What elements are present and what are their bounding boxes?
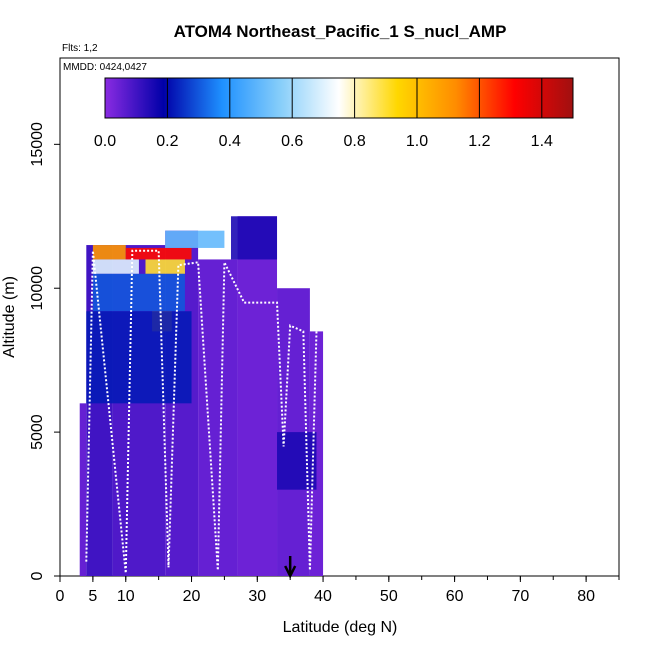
x-tick-label: 5	[88, 588, 97, 605]
heatmap-cells	[79, 216, 324, 577]
x-axis: 0 5 10 20 30 40 50 60 70 80	[56, 576, 620, 605]
colorbar-tick-label: 1.0	[406, 133, 428, 150]
heatmap-cell	[125, 247, 192, 260]
x-tick-label: 60	[446, 588, 464, 605]
x-axis-title: Latitude (deg N)	[283, 619, 398, 636]
y-tick-label: 0	[29, 571, 46, 580]
latitude-marker-arrow	[284, 556, 297, 579]
x-tick-label: 50	[380, 588, 398, 605]
x-tick-label: 70	[511, 588, 529, 605]
heatmap-cell	[230, 216, 278, 260]
y-tick-label: 10000	[29, 266, 46, 311]
heatmap-column	[198, 259, 238, 576]
x-tick-label: 10	[117, 588, 135, 605]
heatmap-cell	[92, 245, 126, 260]
heatmap-cell	[92, 273, 185, 312]
x-tick-label: 40	[314, 588, 332, 605]
x-tick-label: 0	[56, 588, 65, 605]
flights-annotation: Flts: 1,2	[62, 43, 98, 54]
date-annotation: MMDD: 0424,0427	[63, 62, 147, 73]
x-tick-label: 80	[577, 588, 595, 605]
heatmap-cell	[86, 311, 192, 404]
colorbar-tick-label: 0.4	[219, 133, 241, 150]
y-axis: 0 5000 10000 15000	[29, 122, 60, 580]
colorbar-gradient	[104, 77, 574, 119]
heatmap-column	[237, 216, 278, 576]
y-axis-title: Altitude (m)	[1, 276, 18, 358]
heatmap-cell	[165, 230, 225, 248]
flight-track	[85, 249, 318, 574]
colorbar-tick-label: 1.4	[531, 133, 553, 150]
x-tick-label: 20	[183, 588, 201, 605]
colorbar-tick-label: 1.2	[468, 133, 490, 150]
heatmap-cell	[277, 432, 317, 490]
colorbar: 0.0 0.2 0.4 0.6 0.8 1.0 1.2 1.4	[94, 77, 574, 150]
colorbar-tick-label: 0.0	[94, 133, 116, 150]
heatmap-cell	[145, 259, 185, 274]
y-tick-label: 15000	[29, 122, 46, 167]
colorbar-tick-label: 0.2	[156, 133, 178, 150]
colorbar-tick-label: 0.8	[343, 133, 365, 150]
heatmap-column	[79, 403, 87, 576]
flight-track-line	[85, 249, 318, 574]
colorbar-tick-label: 0.6	[281, 133, 303, 150]
heatmap-cell	[92, 259, 139, 274]
plot-frame	[59, 57, 620, 577]
arrow-head	[284, 565, 297, 579]
chart-title: ATOM4 Northeast_Pacific_1 S_nucl_AMP	[174, 22, 507, 41]
x-tick-label: 30	[248, 588, 266, 605]
y-tick-label: 5000	[29, 414, 46, 450]
